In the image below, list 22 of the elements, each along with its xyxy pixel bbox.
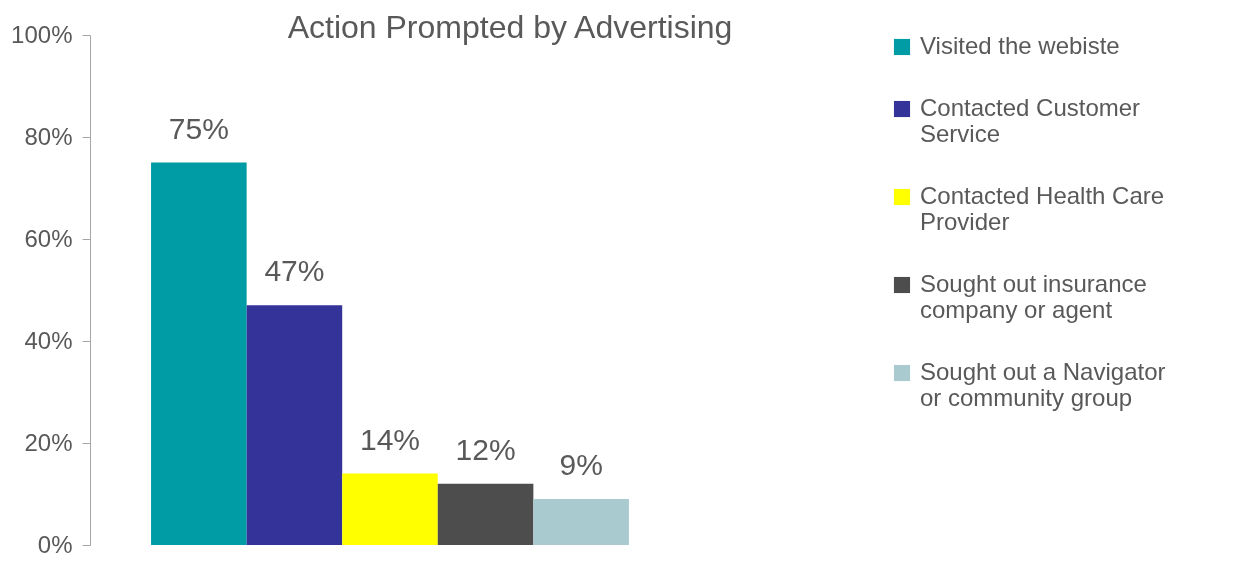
bar xyxy=(533,499,629,545)
y-tick-label: 100% xyxy=(11,20,73,48)
bar xyxy=(151,162,247,545)
y-tick-label: 20% xyxy=(24,428,73,456)
y-tick-label: 80% xyxy=(24,122,73,150)
bar xyxy=(342,473,438,545)
legend-label: Contacted Health Care Provider xyxy=(920,182,1165,235)
legend-label: Contacted Customer Service xyxy=(920,94,1141,147)
data-label: 75% xyxy=(168,111,229,145)
y-tick-label: 0% xyxy=(37,530,73,558)
data-label: 14% xyxy=(359,422,421,456)
data-label: 47% xyxy=(264,254,325,288)
y-tick-label: 60% xyxy=(24,224,73,252)
y-tick-label: 40% xyxy=(24,326,73,354)
legend-label: Sought out insurance company or agent xyxy=(920,270,1147,323)
data-label: 12% xyxy=(455,432,516,466)
bar xyxy=(246,305,343,545)
legend-label: Sought out a Navigator or community group xyxy=(920,358,1166,411)
chart-title: Action Prompted by Advertising xyxy=(287,9,733,45)
bar xyxy=(437,483,534,545)
legend-label: Visited the webiste xyxy=(920,32,1120,59)
data-label: 9% xyxy=(559,448,603,482)
